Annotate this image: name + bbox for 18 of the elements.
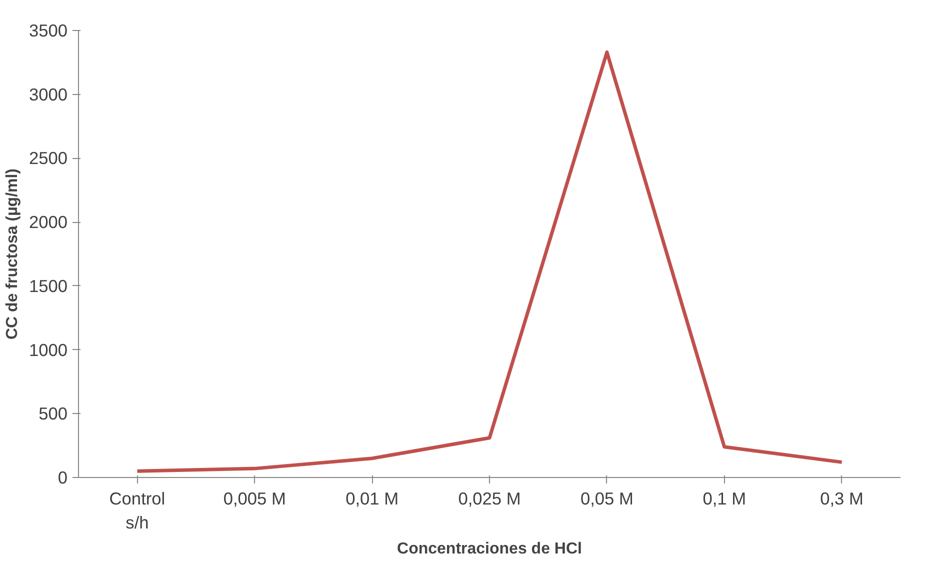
- x-tick-label: Control s/h: [109, 488, 166, 532]
- x-tick-label: 0,01 M: [346, 488, 399, 508]
- x-tick-label: 0,1 M: [702, 488, 746, 508]
- y-tick-label: 500: [38, 404, 68, 424]
- x-tick-label: 0,005 M: [223, 488, 286, 508]
- y-tick-label: 2000: [28, 212, 68, 232]
- y-tick-label: 1500: [28, 276, 68, 296]
- line-series: [135, 50, 844, 473]
- y-axis-title: CC de fructosa (µg/ml): [4, 168, 21, 340]
- x-tick-label: 0,3 M: [820, 488, 864, 508]
- x-axis-title: Concentraciones de HCl: [397, 540, 582, 558]
- x-tick-label: 0,025 M: [458, 488, 521, 508]
- y-tick-label: 3500: [28, 20, 68, 40]
- x-tick-label: 0,05 M: [580, 488, 634, 508]
- y-tick-label: 3000: [28, 84, 68, 104]
- y-tick-label: 1000: [28, 340, 68, 360]
- y-tick-label: 0: [58, 468, 68, 488]
- y-tick-label: 2500: [28, 148, 68, 168]
